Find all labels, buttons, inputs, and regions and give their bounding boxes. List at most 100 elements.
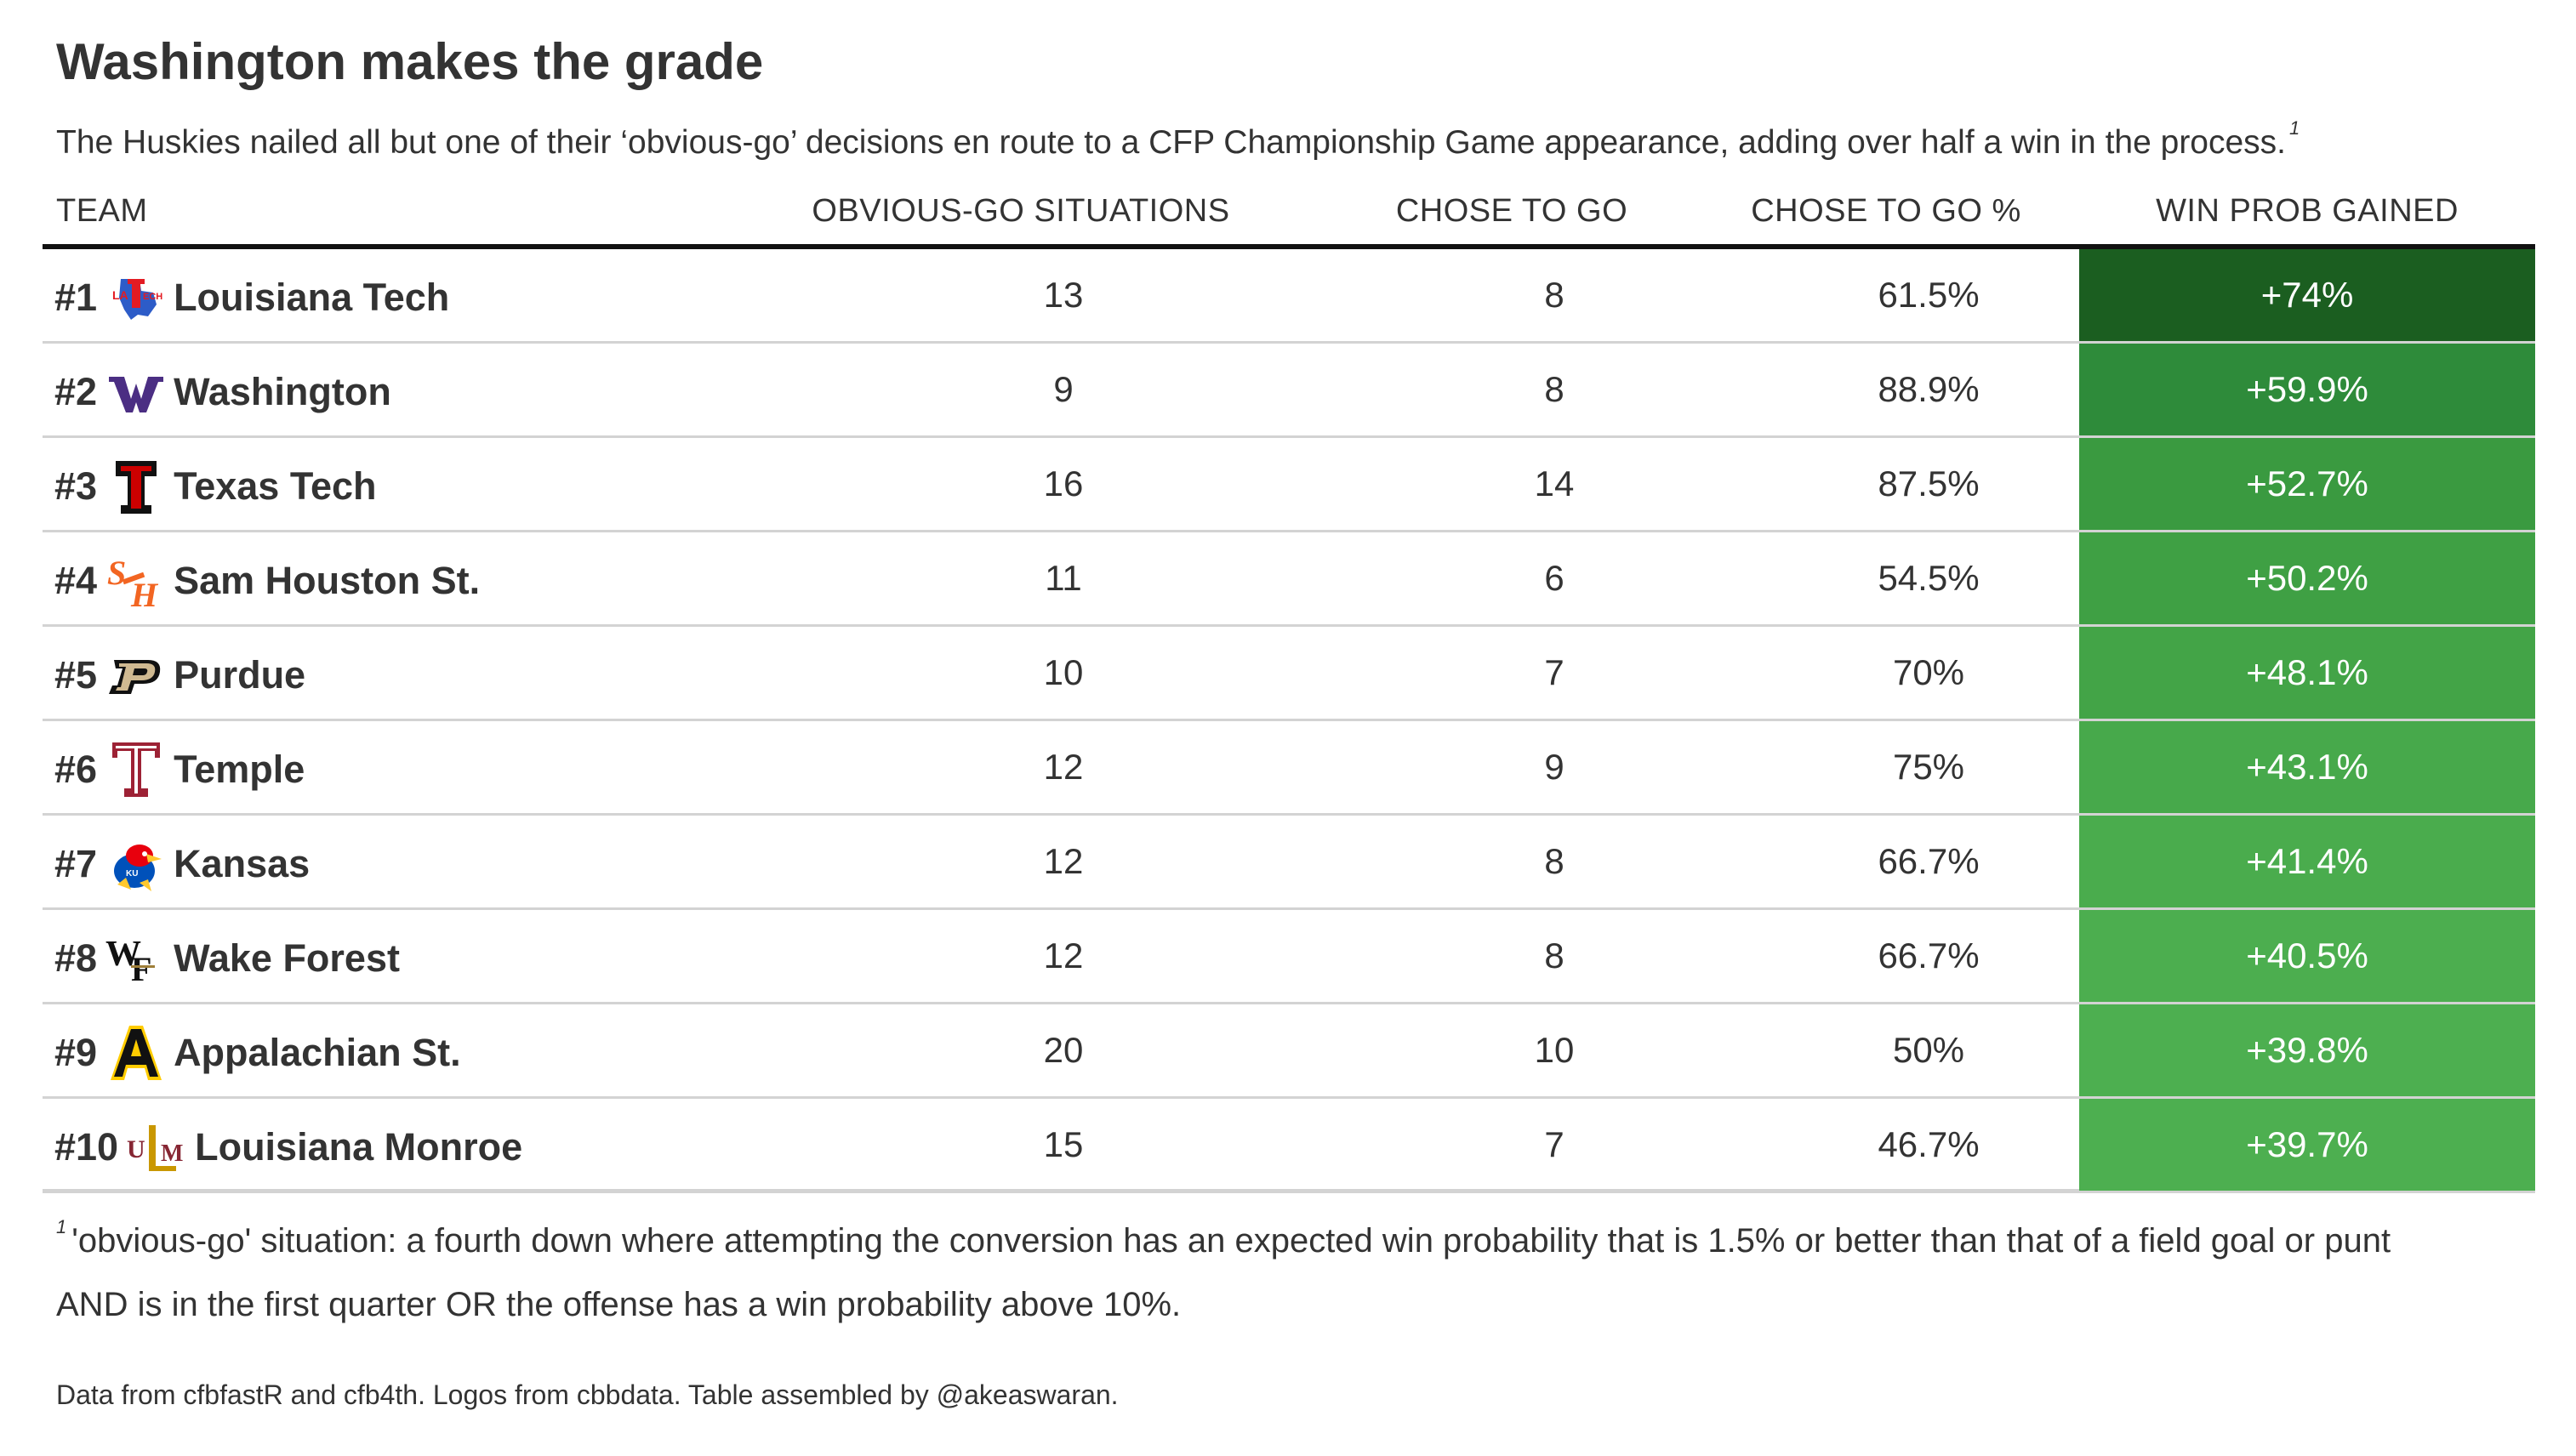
footnote-marker: 1 xyxy=(56,1216,67,1237)
chose-to-go-pct-cell: 66.7% xyxy=(1878,936,1980,975)
footnote-line-1: 1'obvious-go' situation: a fourth down w… xyxy=(56,1216,2391,1260)
team-cell: #1 LA ECH Louisiana Tech xyxy=(54,249,449,341)
team-cell: #3 Texas Tech xyxy=(54,438,377,530)
win-prob-gained-cell: +52.7% xyxy=(2079,438,2535,530)
team-name: Sam Houston St. xyxy=(174,559,481,603)
situations-cell: 10 xyxy=(1043,652,1084,692)
situations-cell: 12 xyxy=(1043,936,1084,975)
svg-text:LA: LA xyxy=(112,288,128,302)
team-name: Louisiana Monroe xyxy=(195,1125,523,1169)
chose-to-go-pct-cell: 75% xyxy=(1892,747,1965,787)
chose-to-go-cell: 8 xyxy=(1544,275,1564,315)
situations-cell: 12 xyxy=(1043,841,1084,881)
rank-label: #4 xyxy=(54,559,98,603)
column-header-situations: OBVIOUS-GO SITUATIONS xyxy=(812,193,1230,229)
team-cell: #6 Temple xyxy=(54,721,305,813)
texas-tech-logo xyxy=(105,456,167,517)
chose-to-go-cell: 6 xyxy=(1544,558,1564,598)
situations-cell: 11 xyxy=(1045,558,1082,598)
chose-to-go-cell: 10 xyxy=(1534,1030,1575,1070)
chart-subtitle: The Huskies nailed all but one of their … xyxy=(56,117,2300,162)
chose-to-go-pct-cell: 54.5% xyxy=(1878,558,1980,598)
kansas-logo: KU xyxy=(105,833,167,895)
column-header-team: TEAM xyxy=(56,193,148,229)
team-name: Wake Forest xyxy=(174,936,400,981)
rank-label: #3 xyxy=(54,464,98,509)
chose-to-go-cell: 7 xyxy=(1544,1124,1564,1164)
situations-cell: 12 xyxy=(1043,747,1084,787)
chose-to-go-cell: 9 xyxy=(1544,747,1564,787)
rank-label: #6 xyxy=(54,748,98,792)
win-prob-gained-cell: +39.8% xyxy=(2079,1004,2535,1096)
chose-to-go-pct-cell: 87.5% xyxy=(1878,464,1980,503)
table-row: #10 U M Louisiana Monroe 15 7 46.7% +39.7% xyxy=(43,1099,2535,1193)
chose-to-go-pct-cell: 50% xyxy=(1892,1030,1965,1070)
team-name: Louisiana Tech xyxy=(174,276,450,320)
table-row: #8 W F Wake Forest 12 8 66.7% +40.5% xyxy=(43,910,2535,1004)
win-prob-gained-cell: +74% xyxy=(2079,249,2535,341)
chart-title: Washington makes the grade xyxy=(56,33,764,90)
table-row: #9 Appalachian St. 20 10 50% +39.8% xyxy=(43,1004,2535,1099)
situations-cell: 15 xyxy=(1043,1124,1084,1164)
table-row: #6 Temple 12 9 75% +43.1% xyxy=(43,721,2535,816)
rank-label: #5 xyxy=(54,653,98,697)
win-prob-gained-cell: +39.7% xyxy=(2079,1099,2535,1191)
team-cell: #5 Purdue xyxy=(54,627,305,719)
chose-to-go-cell: 7 xyxy=(1544,652,1564,692)
svg-text:H: H xyxy=(130,576,159,611)
team-cell: #7 KU Kansas xyxy=(54,816,310,907)
chose-to-go-cell: 8 xyxy=(1544,936,1564,975)
svg-text:S: S xyxy=(107,554,126,592)
team-name: Purdue xyxy=(174,653,306,697)
footnote-line-2: AND is in the first quarter OR the offen… xyxy=(56,1286,1182,1323)
win-prob-gained-cell: +41.4% xyxy=(2079,816,2535,907)
team-name: Kansas xyxy=(174,842,311,886)
source-note: Data from cfbfastR and cfb4th. Logos fro… xyxy=(56,1379,1119,1410)
chose-to-go-cell: 8 xyxy=(1544,841,1564,881)
column-header-chose-to-go: CHOSE TO GO xyxy=(1395,193,1628,229)
chose-to-go-cell: 8 xyxy=(1544,369,1564,409)
footnote-text-1: 'obvious-go' situation: a fourth down wh… xyxy=(71,1222,2391,1260)
team-name: Temple xyxy=(174,748,305,792)
temple-logo xyxy=(105,739,167,800)
svg-text:F: F xyxy=(131,950,151,988)
situations-cell: 20 xyxy=(1043,1030,1084,1070)
svg-text:M: M xyxy=(161,1140,183,1167)
chose-to-go-pct-cell: 46.7% xyxy=(1878,1124,1980,1164)
situations-cell: 16 xyxy=(1043,464,1084,503)
app-state-logo xyxy=(105,1022,167,1083)
header-rule xyxy=(43,244,2535,249)
table-row: #7 KU Kansas 12 8 66.7% +41.4% xyxy=(43,816,2535,910)
win-prob-gained-cell: +59.9% xyxy=(2079,344,2535,435)
team-cell: #10 U M Louisiana Monroe xyxy=(54,1099,522,1191)
win-prob-gained-cell: +48.1% xyxy=(2079,627,2535,719)
chose-to-go-pct-cell: 70% xyxy=(1892,652,1965,692)
washington-logo xyxy=(105,361,167,423)
table-row: #5 Purdue 10 7 70% +48.1% xyxy=(43,627,2535,721)
subtitle-footnote-marker: 1 xyxy=(2289,117,2300,139)
win-prob-gained-cell: +40.5% xyxy=(2079,910,2535,1002)
column-header-chose-to-go-pct: CHOSE TO GO % xyxy=(1751,193,2021,229)
rank-label: #8 xyxy=(54,936,98,981)
rank-label: #1 xyxy=(54,276,98,320)
team-cell: #8 W F Wake Forest xyxy=(54,910,400,1002)
svg-text:ECH: ECH xyxy=(143,292,162,302)
chose-to-go-pct-cell: 61.5% xyxy=(1878,275,1980,315)
rank-label: #10 xyxy=(54,1125,119,1169)
situations-cell: 13 xyxy=(1043,275,1084,315)
table-row: #3 Texas Tech 16 14 87.5% +52.7% xyxy=(43,438,2535,532)
la-tech-logo: LA ECH xyxy=(105,267,167,328)
win-prob-gained-cell: +50.2% xyxy=(2079,532,2535,624)
purdue-logo xyxy=(105,645,167,706)
rank-label: #7 xyxy=(54,842,98,886)
table-row: #2 Washington 9 8 88.9% +59.9% xyxy=(43,344,2535,438)
subtitle-text: The Huskies nailed all but one of their … xyxy=(56,124,2287,161)
table-row: #1 LA ECH Louisiana Tech 13 8 61.5% +74% xyxy=(43,249,2535,344)
situations-cell: 9 xyxy=(1053,369,1074,409)
team-name: Appalachian St. xyxy=(174,1031,461,1075)
team-cell: #2 Washington xyxy=(54,344,391,435)
